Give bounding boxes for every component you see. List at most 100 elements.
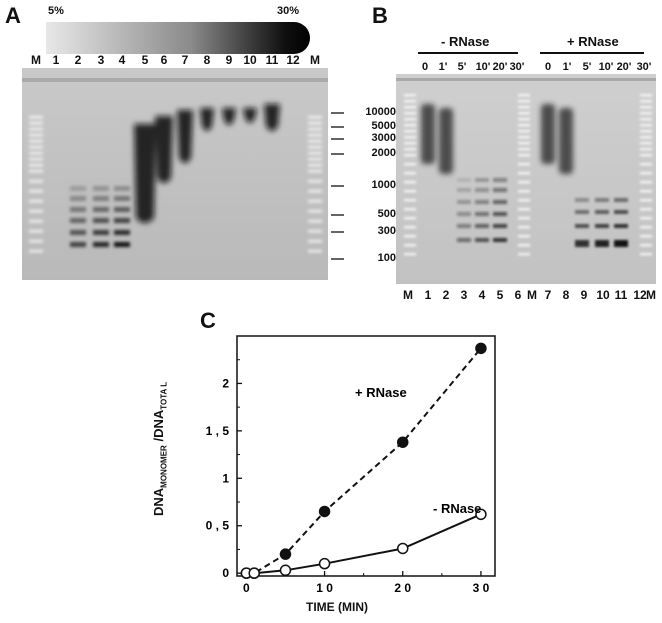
time-label-plus: 20': [616, 61, 632, 73]
ladder-band: [404, 106, 416, 109]
gel-band: [70, 186, 86, 191]
ladder-band: [29, 116, 43, 119]
y-tick-label: 0: [222, 566, 229, 580]
ladder-band: [308, 210, 322, 213]
gel-band: [114, 242, 130, 247]
ladder-band: [308, 230, 322, 233]
minus-rnase-label: - RNase: [441, 34, 490, 49]
size-marker-label: 3000: [371, 132, 396, 144]
lane-label-a: 12: [286, 53, 300, 67]
ladder-band: [640, 208, 652, 211]
ladder-band: [404, 148, 416, 151]
ladder-band: [308, 164, 322, 167]
gel-band: [457, 238, 471, 242]
lane-label-a: M: [310, 53, 320, 67]
time-label-minus: 1': [438, 61, 448, 73]
ladder-band: [518, 112, 530, 115]
gel-band: [114, 230, 130, 235]
ladder-band: [518, 100, 530, 103]
ladder-band: [518, 244, 530, 247]
ladder-band: [518, 208, 530, 211]
ladder-band: [29, 180, 43, 183]
ladder-band: [640, 106, 652, 109]
gel-band: [93, 242, 109, 247]
gel-band: [93, 196, 109, 201]
gel-band: [493, 178, 507, 182]
ladder-band: [308, 220, 322, 223]
plus-rnase-point: [279, 548, 292, 560]
ladder-band: [640, 253, 652, 256]
y-tick-label: 2: [222, 376, 229, 390]
plus-rnase-line: [246, 347, 482, 575]
gel-smear: [439, 108, 453, 174]
gel-smear: [421, 104, 435, 164]
ladder-band: [404, 112, 416, 115]
lane-label-b: 9: [580, 288, 588, 302]
size-marker-label: 10000: [365, 106, 396, 118]
gel-band: [475, 200, 489, 204]
lane-label-a: 11: [265, 53, 279, 67]
gel-band: [114, 207, 130, 212]
ladder-band: [29, 134, 43, 137]
gradient-high-label: 30%: [277, 5, 300, 17]
ladder-band: [29, 170, 43, 173]
panel-b-letter: B: [372, 3, 388, 28]
ladder-band: [640, 181, 652, 184]
ladder-band: [518, 226, 530, 229]
gel-band: [70, 230, 86, 235]
ladder-band: [640, 118, 652, 121]
ladder-band: [404, 124, 416, 127]
gel-band: [575, 240, 589, 247]
panel-a-letter: A: [5, 3, 21, 28]
plus-rnase-series-label: + RNase: [355, 385, 407, 400]
ladder-band: [29, 230, 43, 233]
ladder-band: [518, 94, 530, 97]
ladder-band: [640, 190, 652, 193]
rnase-kinetics-chart: 0 1 0 2 0 3 0 0 0 , 5 1 1 , 5 2 + RNase - RNase: [206, 335, 496, 595]
time-label-plus: 5': [582, 61, 592, 73]
gel-band: [614, 210, 628, 214]
gel-band: [595, 224, 609, 228]
gel-band: [475, 224, 489, 228]
lane-label-b: M: [527, 288, 537, 302]
lane-label-b: 12: [633, 288, 647, 302]
ladder-band: [404, 94, 416, 97]
time-label-plus: 0: [544, 61, 552, 73]
gel-band: [595, 198, 609, 202]
gel-band: [493, 224, 507, 228]
ladder-band: [29, 240, 43, 243]
gel-smear: [134, 124, 156, 223]
lane-label-a: M: [31, 53, 41, 67]
lane-label-b: M: [403, 288, 413, 302]
lane-label-a: 6: [160, 53, 168, 67]
gel-band: [114, 196, 130, 201]
size-marker-label: 5000: [371, 120, 396, 132]
ladder-band: [404, 154, 416, 157]
plus-rnase-label: + RNase: [567, 34, 619, 49]
ladder-band: [404, 142, 416, 145]
ladder-band: [308, 190, 322, 193]
ladder-band: [640, 217, 652, 220]
gel-band: [575, 210, 589, 214]
lane-label-a: 7: [181, 53, 189, 67]
gel-band: [614, 224, 628, 228]
ladder-band: [29, 128, 43, 131]
panel-c-letter: C: [200, 308, 216, 333]
ladder-band: [404, 199, 416, 202]
ladder-band: [518, 253, 530, 256]
lane-label-b: M: [646, 288, 656, 302]
minus-rnase-bracket: [418, 52, 518, 54]
ladder-band: [518, 163, 530, 166]
ladder-band: [640, 154, 652, 157]
gel-smear: [200, 108, 214, 131]
minus-rnase-point: [318, 557, 331, 570]
gel-band: [457, 224, 471, 228]
gel-smear: [541, 104, 555, 164]
ladder-band: [518, 106, 530, 109]
ladder-band: [29, 158, 43, 161]
time-label-minus: 20': [492, 61, 508, 73]
gel-band: [457, 188, 471, 192]
gel-band: [70, 242, 86, 247]
size-marker-label: 500: [377, 208, 396, 220]
ladder-band: [404, 217, 416, 220]
